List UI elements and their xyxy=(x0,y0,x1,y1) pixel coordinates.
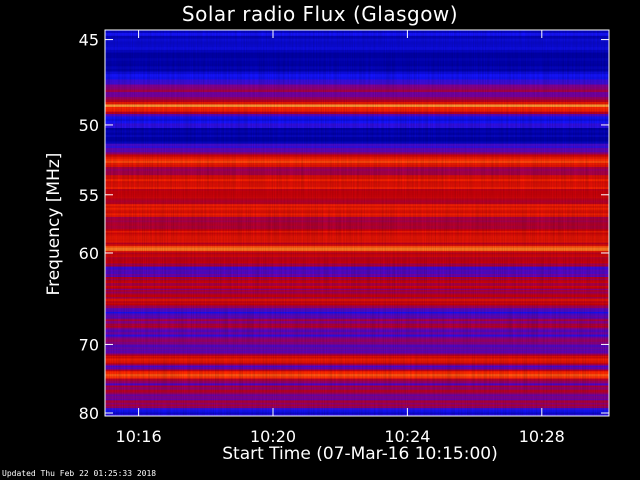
x-tick-label: 10:16 xyxy=(116,427,162,446)
x-tick-label: 10:24 xyxy=(384,427,430,446)
y-tick-label: 80 xyxy=(79,404,99,423)
y-tick-label: 60 xyxy=(79,244,99,263)
x-axis: 10:16 10:20 10:24 10:28 xyxy=(116,30,565,446)
updated-timestamp: Updated Thu Feb 22 01:25:33 2018 xyxy=(2,469,157,478)
y-axis-label: Frequency [MHz] xyxy=(44,152,64,296)
y-tick-label: 55 xyxy=(79,186,99,205)
y-tick-label: 45 xyxy=(79,31,99,50)
y-tick-label: 50 xyxy=(79,116,99,135)
x-tick-label: 10:20 xyxy=(250,427,296,446)
chart-title: Solar radio Flux (Glasgow) xyxy=(181,2,459,26)
x-tick-label: 10:28 xyxy=(519,427,565,446)
plot-noise-overlay xyxy=(105,30,609,416)
y-tick-label: 70 xyxy=(79,335,99,354)
y-axis: 45 50 55 60 70 80 xyxy=(79,31,609,423)
plot-frame xyxy=(104,29,610,417)
x-axis-label: Start Time (07-Mar-16 10:15:00) xyxy=(222,444,498,464)
